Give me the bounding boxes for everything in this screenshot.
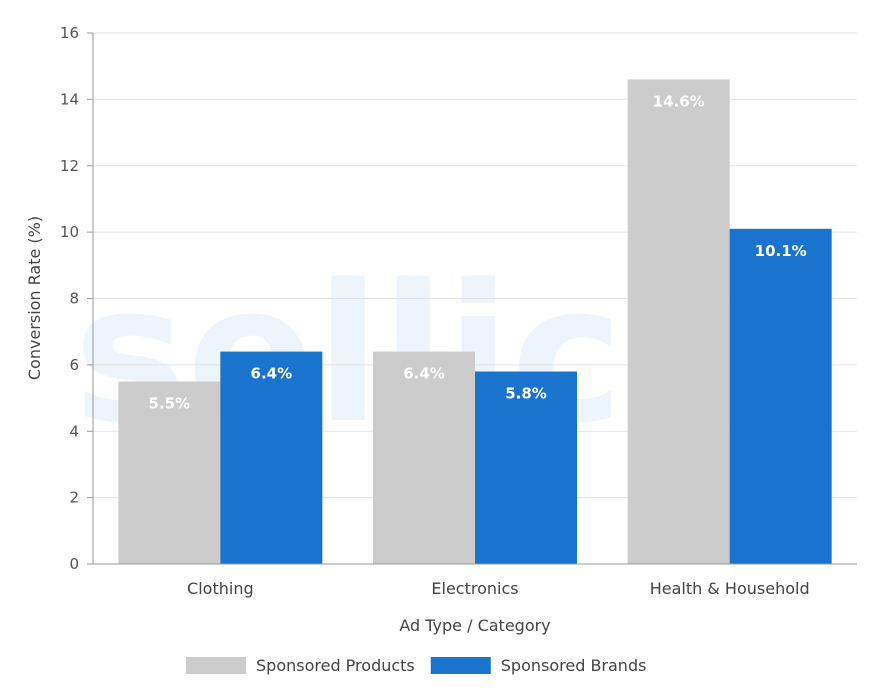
legend-swatch [430, 657, 491, 674]
y-tick-label: 2 [69, 489, 79, 507]
y-tick-label: 4 [69, 422, 79, 440]
bar-sponsored-brands [220, 351, 323, 564]
bar-data-label: 6.4% [251, 365, 293, 383]
legend: Sponsored Products Sponsored Brands [186, 656, 646, 675]
y-tick-label: 14 [60, 90, 79, 108]
bars: 5.5% 6.4% 6.4% 5.8% 14.6% 10.1% [118, 79, 832, 565]
bar-sponsored-brands [475, 371, 577, 564]
legend-label: Sponsored Brands [501, 656, 647, 675]
bar-sponsored-products [627, 79, 730, 565]
x-category-label: Health & Household [650, 579, 810, 598]
x-category-label: Clothing [187, 579, 254, 598]
y-axis: 0 2 4 6 8 10 12 14 16 [60, 24, 94, 573]
legend-swatch [186, 657, 246, 674]
bar-data-label: 5.8% [505, 385, 547, 403]
y-tick-label: 10 [60, 223, 79, 241]
x-category-label: Electronics [431, 579, 518, 598]
y-tick-label: 6 [69, 356, 79, 374]
y-axis-title: Conversion Rate (%) [25, 216, 44, 380]
x-axis: Clothing Electronics Health & Household [87, 563, 857, 598]
y-tick-label: 8 [69, 290, 79, 308]
bar-data-label: 5.5% [149, 394, 191, 412]
bar-sponsored-brands [729, 228, 832, 564]
y-tick-label: 12 [60, 157, 79, 175]
x-axis-title: Ad Type / Category [399, 616, 550, 635]
y-tick-label: 0 [69, 555, 79, 573]
bar-sponsored-products [373, 351, 475, 564]
y-tick-label: 16 [60, 24, 79, 42]
bar-data-label: 10.1% [755, 242, 807, 260]
bar-data-label: 6.4% [403, 365, 445, 383]
bar-data-label: 14.6% [653, 92, 705, 110]
legend-label: Sponsored Products [256, 656, 415, 675]
bar-sponsored-products [118, 381, 221, 564]
